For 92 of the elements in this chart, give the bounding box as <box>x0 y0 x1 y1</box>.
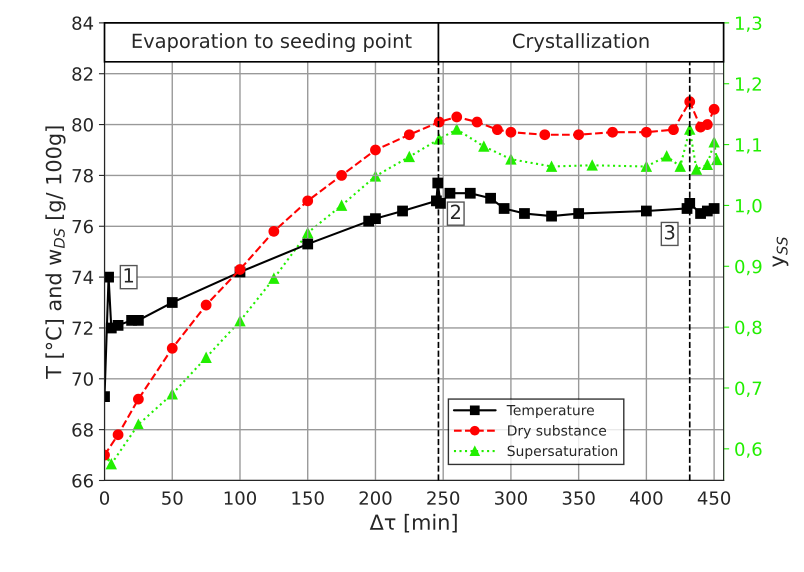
point <box>668 124 679 136</box>
point <box>234 264 246 275</box>
legend-label: Dry substance <box>508 425 606 438</box>
y-tick-label: 74 <box>72 270 94 284</box>
point <box>546 161 557 172</box>
y-tick-label: 78 <box>72 168 93 183</box>
y-tick-label: 84 <box>72 16 94 30</box>
x-tick-label: 0 <box>100 491 110 505</box>
point <box>397 206 408 216</box>
y2-tick-label: 0,8 <box>735 320 762 336</box>
band-label: Crystallization <box>512 33 649 52</box>
point <box>435 198 446 209</box>
point <box>519 208 530 219</box>
x-tick-label: 450 <box>698 491 730 505</box>
y2-tick-label: 1,1 <box>736 138 762 154</box>
point <box>133 314 144 326</box>
legend-label: Temperature <box>506 405 594 418</box>
point <box>702 119 713 130</box>
point <box>370 144 381 156</box>
point <box>336 200 347 211</box>
point <box>268 226 280 237</box>
y2-tick-label: 1,0 <box>736 198 762 214</box>
x-tick-label: 150 <box>292 491 324 505</box>
point <box>498 203 510 214</box>
y-tick-label: 76 <box>72 220 93 234</box>
x-tick-label: 50 <box>162 491 183 505</box>
point <box>302 238 314 250</box>
point <box>485 192 496 204</box>
x-tick-label: 350 <box>562 491 595 505</box>
point <box>451 124 462 135</box>
point <box>573 129 584 140</box>
x-tick-label: 250 <box>427 491 460 505</box>
point <box>106 458 117 470</box>
y-tick-label: 80 <box>72 118 93 132</box>
point <box>674 161 686 172</box>
y2-tick-label: 0,7 <box>735 381 762 397</box>
point <box>166 297 178 308</box>
point <box>708 104 720 115</box>
x-tick-label: 400 <box>630 491 662 505</box>
point <box>573 208 584 219</box>
point <box>506 126 516 138</box>
point <box>133 394 144 405</box>
point <box>336 170 347 181</box>
x-tick-label: 200 <box>360 491 392 505</box>
point <box>546 210 557 222</box>
point <box>607 126 618 138</box>
point <box>684 198 696 209</box>
point <box>586 160 598 171</box>
point <box>112 320 124 331</box>
y-tick-label: 66 <box>72 474 93 488</box>
point <box>404 129 415 140</box>
point <box>641 126 652 138</box>
y2-tick-label: 0,6 <box>735 442 762 458</box>
y-tick-label: 70 <box>72 372 93 386</box>
point <box>104 272 114 282</box>
point <box>702 159 713 170</box>
y-axis-title: T [°C] and w$_{DS}$ [g/ 100g] <box>45 126 66 379</box>
annotation: 1 <box>124 268 134 282</box>
point <box>472 116 482 128</box>
x-tick-label: 300 <box>495 491 527 505</box>
annotation: 2 <box>450 204 460 219</box>
point <box>370 213 381 224</box>
point <box>691 164 702 175</box>
y2-tick-label: 1,2 <box>736 77 761 93</box>
point <box>268 273 280 284</box>
point <box>451 112 462 122</box>
y2-axis-title: y$_{SS}$ <box>772 236 788 267</box>
point <box>478 141 490 152</box>
y2-tick-label: 1,3 <box>736 16 762 32</box>
point <box>464 188 476 199</box>
annotation: 3 <box>664 224 674 240</box>
y2-tick-label: 0,9 <box>735 260 762 276</box>
y-tick-label: 72 <box>72 321 92 335</box>
legend-label: Supersaturation <box>508 445 618 459</box>
band-label: Evaporation to seeding point <box>132 33 412 52</box>
point <box>133 419 144 430</box>
x-tick-label: 100 <box>224 491 256 505</box>
point <box>492 124 503 136</box>
point <box>112 429 124 440</box>
y-tick-label: 68 <box>72 423 93 437</box>
point <box>166 342 178 354</box>
point <box>641 206 652 216</box>
y-tick-label: 82 <box>72 67 92 81</box>
point <box>200 352 212 363</box>
point <box>661 150 672 162</box>
x-axis-title: Δτ [min] <box>370 514 457 533</box>
point <box>302 195 314 206</box>
point <box>444 188 456 199</box>
point <box>200 300 212 310</box>
point <box>404 151 415 162</box>
point <box>708 203 720 214</box>
point <box>539 129 550 140</box>
